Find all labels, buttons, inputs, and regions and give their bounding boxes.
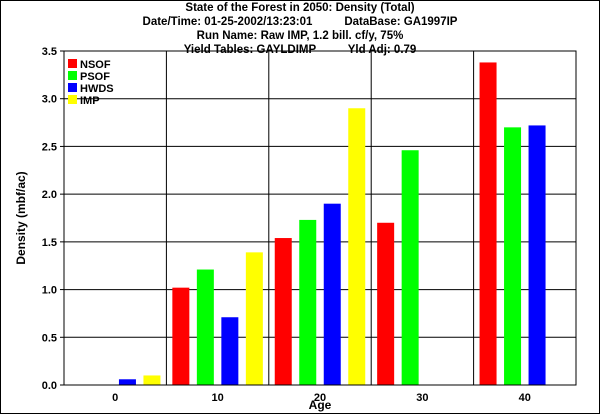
legend-label-psof: PSOF (80, 71, 110, 83)
legend-label-nsof: NSOF (80, 59, 111, 71)
x-tick-label: 20 (314, 392, 326, 404)
bar-nsof-40 (479, 62, 497, 386)
grid-lines (64, 50, 576, 386)
bar-hwds-0 (118, 379, 136, 385)
x-tick-label: 0 (112, 392, 118, 404)
chart-title: State of the Forest in 2050: Density (To… (185, 2, 415, 14)
chart-subtitle-line-1: Date/Time: 01-25-2002/13:23:01 DataBase:… (142, 16, 458, 28)
y-axis-ticks: 0.0 0.5 1.0 1.5 2.0 2.5 3.0 3.5 (42, 46, 64, 392)
bar-nsof-30 (377, 222, 395, 385)
legend-swatch-imp (68, 95, 77, 104)
bar-psof-20 (299, 219, 317, 385)
bars (118, 62, 546, 386)
y-tick-label: 1.0 (42, 285, 57, 297)
bar-nsof-10 (172, 287, 190, 385)
y-tick-label: 0.0 (42, 380, 57, 392)
bar-imp-0 (143, 375, 161, 385)
x-tick-label: 40 (519, 392, 531, 404)
legend-swatch-nsof (68, 59, 77, 68)
x-axis-ticks: 0 10 20 30 40 (112, 392, 531, 404)
y-tick-label: 0.5 (42, 332, 57, 344)
bar-psof-10 (196, 269, 214, 385)
x-axis-label: Age (309, 398, 332, 412)
legend-label-hwds: HWDS (80, 83, 114, 95)
bar-hwds-20 (323, 203, 341, 385)
legend-label-imp: IMP (80, 95, 100, 107)
x-tick-label: 30 (416, 392, 428, 404)
bar-hwds-40 (528, 125, 546, 385)
bar-imp-10 (245, 252, 263, 385)
y-tick-label: 2.5 (42, 141, 57, 153)
chart-subtitle-line-3: Yield Tables: GAYLDIMP Yld Adj: 0.79 (183, 44, 417, 56)
x-tick-label: 10 (211, 392, 223, 404)
bar-hwds-10 (221, 317, 239, 385)
bar-psof-30 (401, 150, 419, 385)
chart-subtitle-line-2: Run Name: Raw IMP, 1.2 bill. cf/y, 75% (196, 30, 404, 42)
y-tick-label: 3.5 (42, 46, 57, 58)
bar-nsof-20 (274, 238, 292, 385)
y-tick-label: 2.0 (42, 189, 57, 201)
y-axis-label: Density (mbf/ac) (14, 171, 28, 264)
legend-swatch-hwds (68, 83, 77, 92)
legend-swatch-psof (68, 71, 77, 80)
y-tick-label: 3.0 (42, 94, 57, 106)
bar-imp-20 (348, 108, 366, 385)
bar-psof-40 (504, 127, 522, 385)
y-tick-label: 1.5 (42, 237, 57, 249)
plot-area (63, 50, 577, 386)
